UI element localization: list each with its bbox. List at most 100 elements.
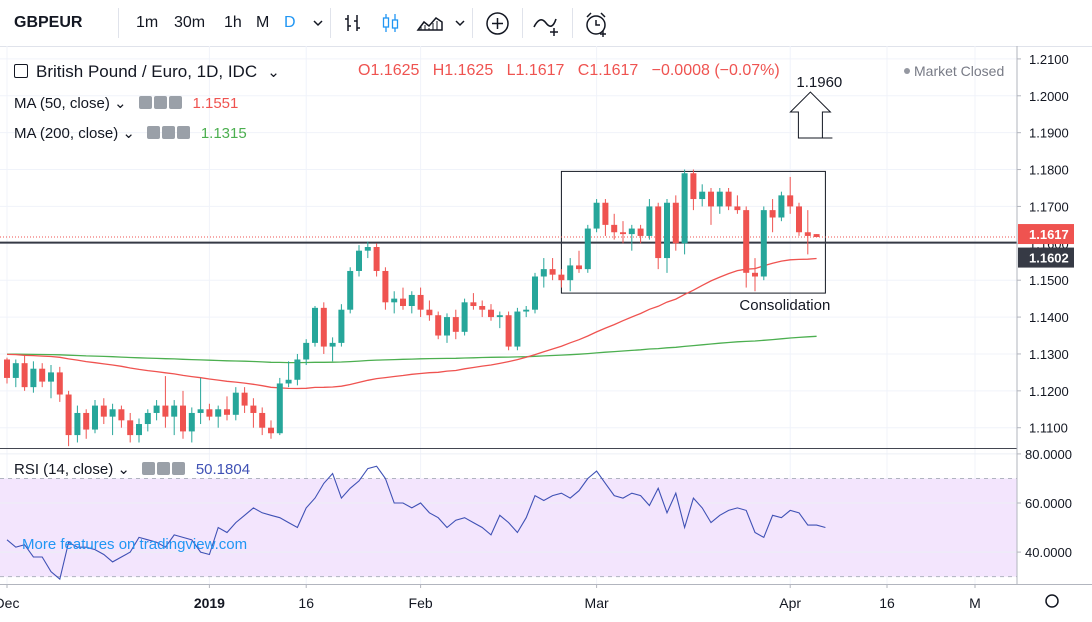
candle-up xyxy=(461,302,468,332)
candle-down xyxy=(417,294,424,310)
price-tick-label: 1.1700 xyxy=(1029,199,1069,214)
rsi-line xyxy=(6,465,826,581)
candle-up xyxy=(285,379,292,384)
candle-down xyxy=(690,173,697,200)
indicators-icon[interactable] xyxy=(532,11,562,37)
candle-up xyxy=(312,307,318,343)
candle-up xyxy=(338,309,345,343)
gear-icon[interactable] xyxy=(157,462,171,475)
close-icon[interactable] xyxy=(177,126,191,139)
close-icon[interactable] xyxy=(172,462,186,475)
candle-up xyxy=(364,247,371,251)
candles-icon[interactable] xyxy=(380,12,402,34)
interval-day-button[interactable]: D xyxy=(284,14,296,31)
price-tick-label: 1.1300 xyxy=(1029,347,1069,362)
moving-averages xyxy=(6,257,817,390)
watermark-link[interactable]: More features on tradingview.com xyxy=(22,536,248,553)
ma200-label: MA (200, close) xyxy=(14,125,119,142)
candle-down xyxy=(162,405,169,417)
symbol-legend: British Pound / Euro, 1D, IDC ⌄ xyxy=(14,62,280,82)
time-tick-label: 2019 xyxy=(194,595,225,611)
chevron-down-icon[interactable]: ⌄ xyxy=(117,461,130,478)
rsi-tick-label: 40.0000 xyxy=(1025,545,1072,560)
interval-month-button[interactable]: M xyxy=(256,14,270,31)
candle-up xyxy=(532,276,538,310)
candle-down xyxy=(83,412,90,430)
add-compare-icon[interactable] xyxy=(485,11,510,36)
chevron-down-icon[interactable] xyxy=(454,18,466,28)
candle-down xyxy=(787,195,794,207)
candle-down xyxy=(488,309,494,318)
candle-down xyxy=(505,315,512,347)
rsi-legend: RSI (14, close) ⌄ 50.1804 xyxy=(14,460,250,478)
alert-clock-icon[interactable] xyxy=(583,10,611,38)
chevron-down-icon[interactable] xyxy=(312,18,324,28)
gear-icon[interactable] xyxy=(162,126,176,139)
candle-down xyxy=(655,206,662,259)
chevron-down-icon[interactable]: ⌄ xyxy=(267,64,280,81)
candle-down xyxy=(479,306,486,310)
rsi-band xyxy=(0,453,1017,578)
candle-up xyxy=(664,202,670,259)
rsi-line-path xyxy=(6,465,826,581)
candle-up xyxy=(514,311,521,347)
candle-up xyxy=(276,383,283,434)
candle-down xyxy=(813,234,820,238)
price-tick-label: 1.1500 xyxy=(1029,273,1069,288)
candle-up xyxy=(30,368,37,388)
candle-up xyxy=(12,363,19,378)
ma200-legend: MA (200, close) ⌄ 1.1315 xyxy=(14,124,247,142)
ma200-line xyxy=(7,335,817,364)
target-arrow-icon xyxy=(789,91,832,139)
symbol-search[interactable]: GBPEUR xyxy=(14,14,83,31)
time-tick-label: Feb xyxy=(409,595,433,611)
ma50-value: 1.1551 xyxy=(192,95,239,112)
candle-up xyxy=(444,317,450,336)
annotations: Consolidation 1.1960 xyxy=(0,74,1017,314)
candle-up xyxy=(628,228,635,235)
toolbar-divider xyxy=(472,8,473,38)
time-tick-label: 16 xyxy=(298,595,314,611)
candle-down xyxy=(576,265,582,270)
candle-up xyxy=(567,265,574,281)
gear-icon[interactable] xyxy=(154,96,168,109)
chevron-down-icon[interactable]: ⌄ xyxy=(122,125,135,142)
candle-up xyxy=(197,409,204,413)
candle-down xyxy=(435,315,442,336)
candle-down xyxy=(320,307,327,347)
eye-icon[interactable] xyxy=(147,126,161,139)
time-tick-label: Apr xyxy=(779,595,801,611)
candle-up xyxy=(74,412,81,436)
collapse-icon[interactable] xyxy=(14,64,28,78)
time-tick-label: 16 xyxy=(879,595,895,611)
candle-down xyxy=(549,269,556,275)
rsi-tick-label: 80.0000 xyxy=(1025,447,1072,462)
interval-1m-button[interactable]: 1m xyxy=(136,14,159,31)
candle-up xyxy=(188,412,195,432)
candle-down xyxy=(373,247,380,271)
candle-up xyxy=(646,206,653,236)
candle-down xyxy=(796,206,802,233)
area-chart-icon[interactable] xyxy=(416,12,444,34)
chevron-down-icon[interactable]: ⌄ xyxy=(114,95,127,112)
change-value: −0.0008 (−0.07%) xyxy=(651,62,780,79)
candle-down xyxy=(708,191,714,207)
toolbar-divider xyxy=(522,8,523,38)
support-price-label: 1.1602 xyxy=(1029,251,1069,266)
candle-down xyxy=(470,302,477,307)
interval-30m-button[interactable]: 30m xyxy=(174,14,206,31)
interval-1h-button[interactable]: 1h xyxy=(224,14,242,31)
close-icon[interactable] xyxy=(169,96,183,109)
candle-up xyxy=(356,250,362,271)
candle-up xyxy=(329,342,336,347)
price-tick-label: 1.2100 xyxy=(1029,52,1069,67)
bar-chart-icon[interactable] xyxy=(342,12,364,34)
eye-icon[interactable] xyxy=(139,96,153,109)
candle-down xyxy=(602,202,609,225)
candle-down xyxy=(637,228,644,236)
ma50-label: MA (50, close) xyxy=(14,95,110,112)
candle-up xyxy=(215,409,222,417)
candle-down xyxy=(127,420,134,436)
eye-icon[interactable] xyxy=(142,462,156,475)
